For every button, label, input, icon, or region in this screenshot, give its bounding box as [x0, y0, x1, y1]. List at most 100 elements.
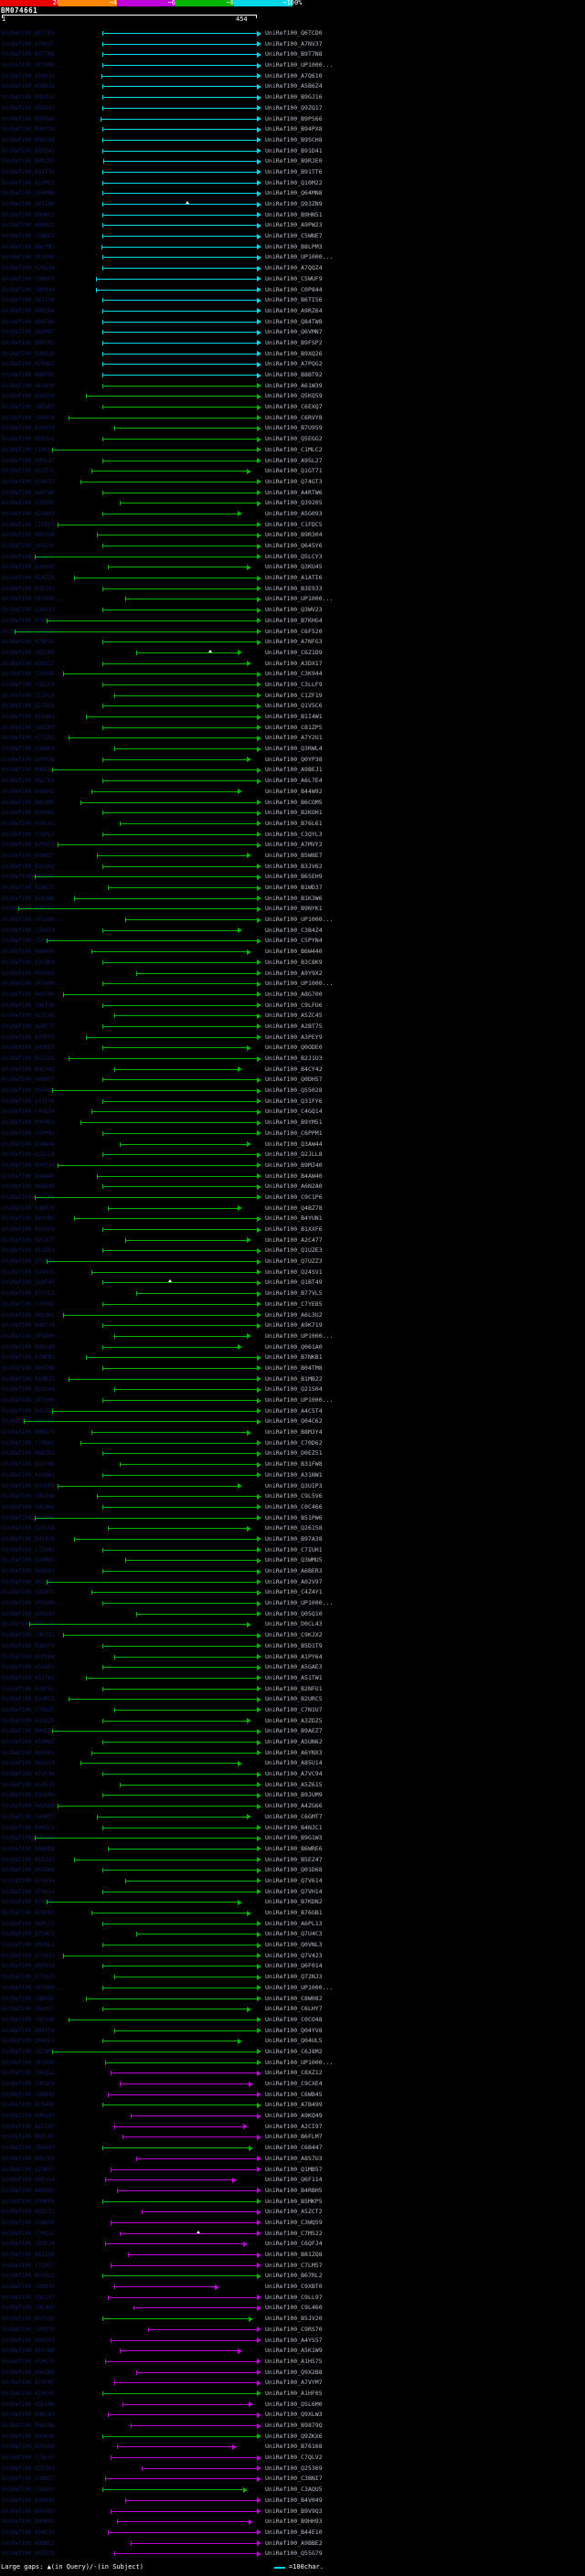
hit-accession-label[interactable]: UniRef100_C7IUH1: [265, 1545, 323, 1553]
hit-bar[interactable]: [113, 2380, 261, 2386]
hit-bar[interactable]: [119, 821, 261, 827]
hit-bar[interactable]: [102, 190, 261, 196]
hit-accession-label[interactable]: UniRef100_A5ZC45: [265, 1012, 323, 1020]
hit-bar[interactable]: [102, 83, 261, 90]
hit-accession-label[interactable]: UniRef100_Q9ZKX6: [265, 2432, 323, 2440]
hit-accession-label[interactable]: UniRef100_Q3UIP3: [265, 1481, 323, 1489]
hit-accession-label[interactable]: UniRef100_C6LHY7: [265, 2005, 323, 2013]
hit-accession-label[interactable]: UniRef100_C6RVY8: [265, 413, 323, 421]
hit-accession-label[interactable]: UniRef100_C9RS70: [265, 2325, 323, 2333]
hit-bar[interactable]: [35, 1835, 261, 1841]
hit-bar[interactable]: [102, 180, 261, 186]
hit-bar[interactable]: [131, 2540, 261, 2547]
hit-bar[interactable]: [102, 1718, 251, 1724]
hit-bar[interactable]: [46, 938, 261, 944]
hit-bar[interactable]: [111, 2263, 261, 2269]
hit-bar[interactable]: [122, 2134, 261, 2140]
hit-accession-label[interactable]: UniRef100_C7M522: [265, 2229, 323, 2237]
hit-accession-label[interactable]: UniRef100_B7NKB1: [265, 1353, 323, 1362]
hit-bar[interactable]: [102, 308, 261, 314]
hit-bar[interactable]: [51, 1408, 261, 1415]
hit-accession-label[interactable]: UniRef100_C9L460: [265, 2304, 323, 2312]
hit-accession-label[interactable]: UniRef100_C9XBT0: [265, 2283, 323, 2291]
hit-accession-label[interactable]: UniRef100_Q04YV8: [265, 2026, 323, 2034]
hit-accession-label[interactable]: UniRef100_B9MJ40: [265, 1161, 323, 1169]
hit-accession-label[interactable]: UniRef100_A2CI97: [265, 2122, 323, 2130]
hit-accession-label[interactable]: UniRef100_B9HN51: [265, 210, 323, 218]
hit-bar[interactable]: [102, 404, 261, 410]
hit-accession-label[interactable]: UniRef100_A5GAE3: [265, 1663, 323, 1671]
hit-bar[interactable]: [136, 1290, 261, 1297]
hit-bar[interactable]: [102, 1867, 261, 1873]
hit-bar[interactable]: [127, 2252, 261, 2258]
hit-accession-label[interactable]: UniRef100_B8BT92: [265, 371, 323, 378]
hit-bar[interactable]: [85, 1675, 261, 1681]
hit-accession-label[interactable]: UniRef100_Q0DH57: [265, 1076, 323, 1084]
hit-accession-label[interactable]: UniRef100_B9RJE0: [265, 157, 323, 165]
hit-accession-label[interactable]: UniRef100_A31NW1: [265, 1470, 323, 1479]
hit-accession-label[interactable]: UniRef100_A9SL27: [265, 456, 323, 464]
hit-accession-label[interactable]: UniRef100_A4RTW6: [265, 488, 323, 496]
hit-accession-label[interactable]: UniRef100_A4YS57: [265, 2336, 323, 2344]
hit-accession-label[interactable]: UniRef100_A9BBE2: [265, 2539, 323, 2547]
hit-bar[interactable]: [57, 842, 261, 848]
hit-bar[interactable]: [108, 2412, 261, 2418]
hit-accession-label[interactable]: UniRef100_A6YNX3: [265, 1748, 323, 1756]
hit-bar[interactable]: [102, 959, 261, 966]
hit-accession-label[interactable]: UniRef100_A02V97: [265, 1577, 323, 1585]
hit-bar[interactable]: [102, 1686, 261, 1692]
hit-bar[interactable]: [29, 1621, 251, 1627]
hit-accession-label[interactable]: UniRef100_B9G1W3: [265, 1834, 323, 1842]
hit-bar[interactable]: [102, 137, 261, 143]
hit-accession-label[interactable]: UniRef100_B3E933: [265, 584, 323, 592]
hit-accession-label[interactable]: UniRef100_UP1000...: [265, 1331, 334, 1340]
hit-accession-label[interactable]: UniRef100_UP1000...: [265, 916, 334, 924]
hit-bar[interactable]: [102, 1450, 261, 1457]
hit-accession-label[interactable]: UniRef100_Q25369: [265, 2464, 323, 2472]
hit-accession-label[interactable]: UniRef100_UP1000...: [265, 1599, 334, 1607]
hit-accession-label[interactable]: UniRef100_B8LPM3: [265, 242, 323, 250]
hit-bar[interactable]: [80, 800, 261, 805]
hit-bar[interactable]: [142, 2209, 261, 2215]
hit-bar[interactable]: [102, 981, 261, 987]
hit-bar[interactable]: [46, 618, 261, 624]
hit-bar[interactable]: [102, 864, 261, 870]
hit-bar[interactable]: [113, 1012, 261, 1019]
hit-bar[interactable]: [102, 1739, 261, 1745]
hit-accession-label[interactable]: UniRef100_C3BNI7: [265, 2475, 323, 2483]
hit-bar[interactable]: [102, 1247, 261, 1254]
hit-accession-label[interactable]: UniRef100_A7NFG3: [265, 638, 323, 646]
hit-bar[interactable]: [102, 148, 261, 154]
hit-accession-label[interactable]: UniRef100_C8W082: [265, 1994, 323, 2002]
hit-bar[interactable]: [102, 383, 261, 389]
hit-accession-label[interactable]: UniRef100_Q645Y6: [265, 542, 323, 549]
hit-bar[interactable]: [108, 1525, 251, 1532]
hit-accession-label[interactable]: UniRef100_C6QFJ4: [265, 2240, 323, 2248]
hit-bar[interactable]: [97, 853, 251, 859]
hit-bar[interactable]: [108, 2529, 261, 2536]
hit-bar[interactable]: [80, 1440, 261, 1447]
hit-bar[interactable]: [51, 1728, 261, 1734]
hit-bar[interactable]: [113, 746, 261, 752]
hit-accession-label[interactable]: UniRef100_Q31FY6: [265, 1097, 323, 1105]
hit-bar[interactable]: [102, 1044, 251, 1051]
hit-accession-label[interactable]: UniRef100_B2URC5: [265, 1695, 323, 1703]
hit-accession-label[interactable]: UniRef100_A6L7E4: [265, 777, 323, 785]
hit-accession-label[interactable]: UniRef100_B77VL5: [265, 1289, 323, 1298]
hit-bar[interactable]: [136, 970, 261, 976]
hit-accession-label[interactable]: UniRef100_B2J1U3: [265, 1055, 323, 1062]
hit-accession-label[interactable]: UniRef100_Q9ZQ17: [265, 103, 323, 111]
hit-accession-label[interactable]: UniRef100_Q7UZZ3: [265, 1257, 323, 1266]
hit-accession-label[interactable]: UniRef100_UP1000...: [265, 1396, 334, 1404]
hit-bar[interactable]: [136, 1611, 261, 1617]
hit-accession-label[interactable]: UniRef100_UP1000...: [265, 61, 334, 69]
hit-accession-label[interactable]: UniRef100_C8XZ12: [265, 2069, 323, 2077]
hit-accession-label[interactable]: UniRef100_B9NYK1: [265, 905, 323, 913]
hit-bar[interactable]: [102, 62, 261, 69]
hit-bar[interactable]: [102, 1643, 261, 1649]
hit-accession-label[interactable]: UniRef100_B4V049: [265, 2496, 323, 2504]
hit-bar[interactable]: [102, 105, 261, 111]
hit-bar[interactable]: [102, 1226, 261, 1233]
hit-bar[interactable]: [102, 1771, 261, 1777]
hit-bar[interactable]: [85, 1996, 261, 2001]
